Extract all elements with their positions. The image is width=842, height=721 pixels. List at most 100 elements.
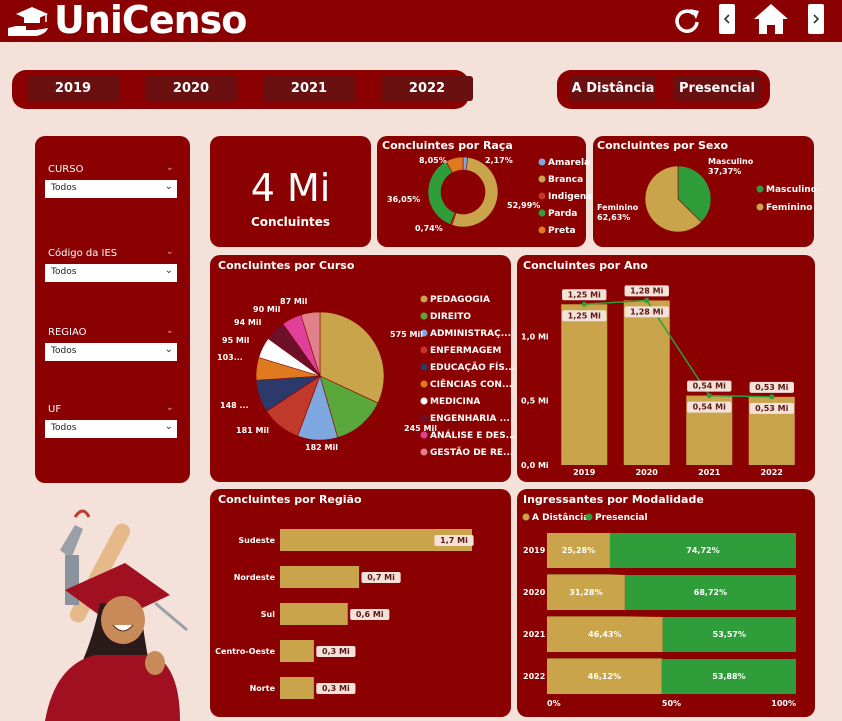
modality-ribbon-2 [547,658,663,659]
chevron-down-icon: ⌄ [164,344,173,355]
year-bar-0 [561,304,608,465]
refresh-icon[interactable] [672,5,702,35]
chevron-down-icon: ⌄ [164,181,173,192]
year-button-2022[interactable]: 2022 [381,76,473,101]
course-pie-chart: PEDAGOGIA DIREITO ADMINISTRAÇ... ENFERMAGEM… [217,295,516,458]
legend-marker-9 [420,448,428,456]
modality-xtick-1: 50% [662,699,681,708]
year-bar-label-3: 0,53 Mi [755,404,788,413]
legend-marker-7 [420,414,428,422]
legend-label-3: ENFERMAGEM [430,346,501,356]
legend-marker-2 [538,192,546,200]
home-icon[interactable] [752,3,790,35]
legend-marker-5 [420,380,428,388]
legend-label-0: Masculino [766,185,817,195]
sex-chart-title: Concluintes por Sexo [597,139,729,152]
region-data-label-2: 0,6 Mi [356,610,384,619]
legend-label-8: ANÁLISE E DES... [430,429,516,441]
graduation-hand-icon [8,7,48,36]
filter-label-ies: Código da IES [48,248,118,259]
year-button-2021[interactable]: 2021 [263,76,355,101]
modality-bar-presencial-3 [661,659,796,694]
pie-slice-4 [445,156,464,174]
filter-ies-dropdown[interactable]: Todos ⌄ [45,264,177,282]
race-data-label-3: 36,05% [387,195,420,204]
race-data-label-2: 0,74% [415,224,443,233]
app-logo: UniCenso [54,0,247,42]
modality-button-presencial[interactable]: Presencial [673,76,761,101]
modality-bar-presencial-0 [609,533,796,568]
region-bar-1 [280,566,360,588]
year-bar-label-3-bg [749,402,794,414]
filter-regiao-dropdown[interactable]: Todos ⌄ [45,343,177,361]
filter-label-uf: UF [48,404,62,415]
modality-chart-title: Ingressantes por Modalidade [523,493,704,506]
kpi-card [210,136,371,247]
year-line-label-1-bg [624,285,669,297]
legend-label-0: Amarela [548,158,590,168]
modality-category-2: 2021 [523,630,546,639]
legend-label-2: ADMINISTRAÇ... [430,329,511,339]
year-xtick-2: 2021 [698,468,721,477]
modality-legend-marker-0 [522,513,530,521]
region-bar-chart: Sudeste 1,7 Mi Nordeste 0,7 Mi Sul 0,6 Mi Cent… [215,529,474,699]
year-button-2019[interactable]: 2019 [27,76,119,101]
race-chart-title: Concluintes por Raça [382,139,513,152]
year-xtick-1: 2020 [636,468,659,477]
modality-xtick-0: 0% [547,699,561,708]
modality-button-distancia[interactable]: A Distância [570,76,656,101]
region-data-label-0: 1,7 Mi [440,536,468,545]
year-line-label-3: 0,53 Mi [755,383,788,392]
legend-marker-4 [420,363,428,371]
legend-marker-3 [538,209,546,217]
region-data-label-2-bg [350,609,390,620]
modality-bar-presencial-1 [624,575,796,610]
legend-label-1: DIREITO [430,312,471,322]
legend-marker-1 [538,175,546,183]
legend-label-5: CIÊNCIAS CON... [430,378,512,390]
region-bar-0 [280,529,472,551]
year-line-point-0 [581,301,587,307]
pie-slice-0 [677,165,712,223]
legend-marker-2 [420,329,428,337]
year-line-point-2 [706,393,712,399]
region-bar-3 [280,640,314,662]
legend-label-7: ENGENHARIA ... [430,414,510,424]
filter-uf-dropdown[interactable]: Todos ⌄ [45,420,177,438]
pie-slice-1 [451,156,499,228]
course-data-label-1: 245 Mil [404,424,437,433]
course-data-label-6: 95 Mil [222,336,250,345]
modality-category-1: 2020 [523,588,546,597]
legend-label-4: EDUCAÇÃO FÍS... [430,361,515,373]
legend-marker-0 [756,185,764,193]
back-button[interactable] [719,4,735,34]
region-category-2: Sul [261,610,275,619]
race-data-label-4: 8,05% [419,156,447,165]
year-ytick-0: 0,0 Mi [521,461,549,470]
modality-legend-marker-1 [585,513,593,521]
modality-label-distancia-3: 46,12% [588,672,621,681]
filter-curso-dropdown[interactable]: Todos ⌄ [45,180,177,198]
modality-bar-distancia-2 [547,617,663,652]
region-bar-2 [280,603,348,625]
race-donut-chart: Amarela Branca Indigena Parda Preta 2,17% 52,9… [387,156,592,236]
sex-data-label-0: 37,37% [708,167,741,176]
modality-label-presencial-0: 74,72% [686,546,719,555]
course-data-label-3: 181 Mil [236,426,269,435]
region-bar-4 [280,677,314,699]
forward-button[interactable] [808,4,824,34]
legend-label-2: Indigena [548,192,592,202]
course-data-label-8: 90 Mil [253,305,281,314]
region-category-4: Norte [250,684,276,693]
legend-marker-4 [538,226,546,234]
year-line-label-3-bg [749,381,794,393]
year-xtick-0: 2019 [573,468,596,477]
year-bar-label-2: 0,54 Mi [693,403,726,412]
race-data-label-1: 52,99% [507,201,540,210]
kpi-label: Concluintes [250,215,331,229]
sex-data-name-0: Masculino [708,157,754,166]
year-bar-label-1-bg [624,306,669,318]
region-chart-title: Concluintes por Região [218,493,362,506]
year-button-2020[interactable]: 2020 [145,76,237,101]
course-data-label-0: 575 Mil [390,330,423,339]
